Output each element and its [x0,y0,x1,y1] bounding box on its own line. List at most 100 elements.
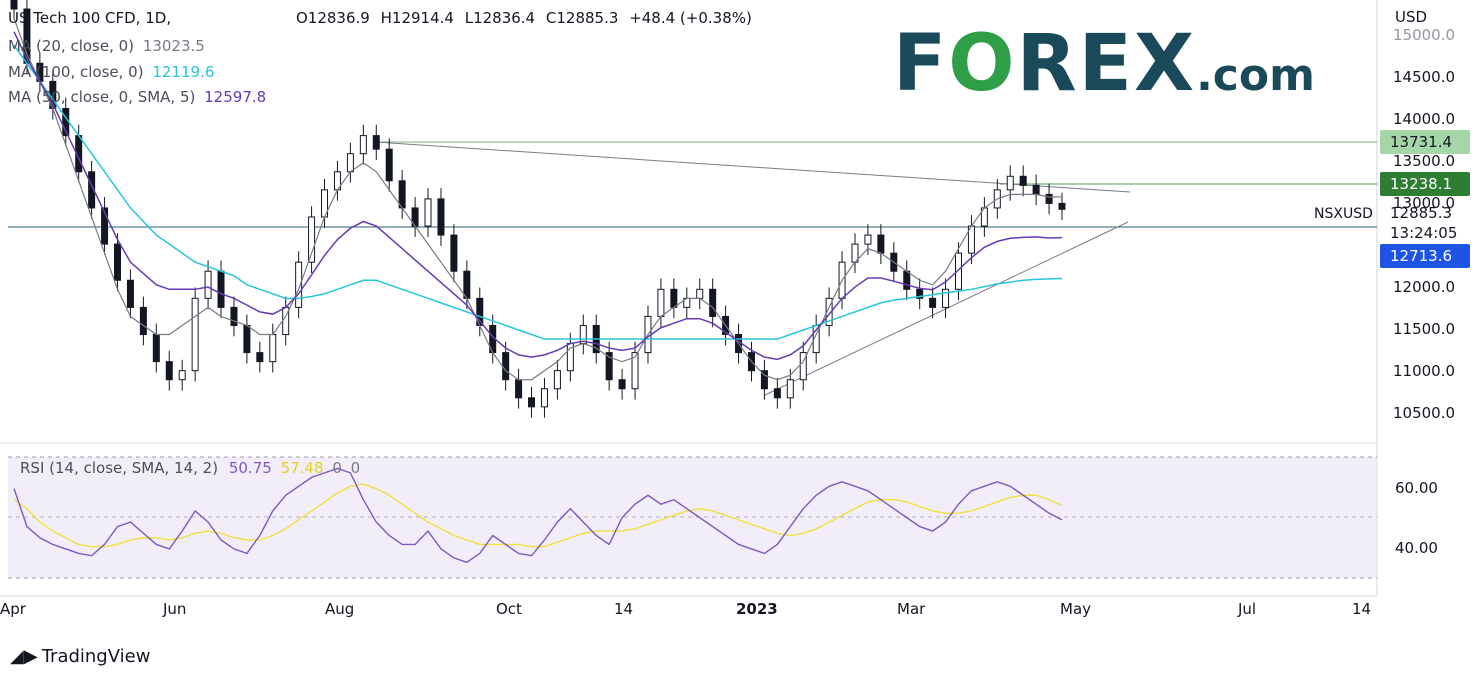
rsi-legend[interactable]: RSI (14, close, SMA, 14, 2) 50.75 57.48 … [20,458,360,478]
indicator-label: MA (100, close, 0) [8,63,144,81]
candle-body [424,198,432,227]
indicator-value: 13023.5 [142,37,205,55]
rsi-sma-value: 57.48 [280,459,324,477]
rsi-line [13,467,1063,564]
candle-body [799,352,807,381]
candle-body [372,135,380,150]
candle-body [88,171,96,209]
price-label: 13731.4 [1390,133,1452,151]
candle-body [178,370,186,381]
ma100-line [13,44,1063,340]
candle-body [269,334,277,363]
high-value: H12914.4 [380,9,454,27]
price-tick-label: 13500.0 [1393,152,1455,170]
logo-rex: REX [1016,19,1197,109]
indicator-label: MA (20, close, 0) [8,37,135,55]
candle-body [437,198,445,236]
open-value: O12836.9 [296,9,370,27]
price-label: 12885.3 [1390,204,1452,222]
candle-body [502,352,510,381]
logo-o: O [948,19,1017,109]
candle-body [101,207,109,245]
candle-body [256,352,264,363]
resistance-trendline [374,141,1131,193]
close-value: C12885.3 [545,9,619,27]
candle-body [126,279,134,308]
time-tick-label: Mar [897,600,926,618]
forex-logo: FOREX.com [893,24,1315,116]
price-tick-label: 11000.0 [1393,362,1455,380]
time-tick-label: Jun [162,600,186,618]
candle-body [114,243,122,281]
symbol-title[interactable]: US Tech 100 CFD, 1D, [8,9,172,27]
time-tick-label: 14 [1352,600,1371,618]
candle-body [385,148,393,182]
candle-body [709,288,717,317]
indicator-value: 12597.8 [204,88,267,106]
price-label-bg [1380,130,1470,154]
price-tick-label: 14500.0 [1393,68,1455,86]
time-tick-label: Oct [496,600,522,618]
candle-body [1006,175,1014,191]
symbol-tag: NSXUSD [1314,206,1373,222]
support-trendline [764,221,1129,396]
tradingview-branding[interactable]: ◢▶ TradingView [10,646,150,667]
rsi-band [8,457,1377,578]
price-label-bg [1380,172,1470,196]
ma20-line [13,17,1063,381]
candle-body [204,270,212,299]
change-value: +48.4 (+0.38%) [629,9,752,27]
price-tick-label: 15000.0 [1393,26,1455,44]
candle-body [139,306,147,336]
rsi-extra-1: 0 [332,459,342,477]
price-tick-label: 13000.0 [1393,194,1455,212]
time-tick-label: Aug [325,600,354,618]
candle-body [864,234,872,245]
candle-body [1032,184,1040,195]
rsi-sma-line [13,483,1063,548]
indicator-value: 12119.6 [152,63,215,81]
candle-body [463,270,471,299]
candle-body [450,234,458,272]
candle-body [217,270,225,308]
candle-body [10,0,18,10]
indicator-ma100[interactable]: MA (100, close, 0) 12119.6 [8,62,214,82]
candle-body [359,135,367,155]
candle-body [942,288,950,308]
candle-body [398,180,406,209]
time-tick-label: Apr [0,600,27,618]
candle-body [605,352,613,381]
candle-body [165,361,173,381]
candle-body [618,379,626,390]
symbol-legend: US Tech 100 CFD, 1D, [8,8,177,28]
candle-body [670,288,678,308]
time-tick-label: Jul [1237,600,1256,618]
time-tick-label: 14 [614,600,633,618]
candle-body [877,234,885,254]
rsi-tick-label: 40.00 [1395,539,1438,557]
candle-body [916,288,924,299]
price-label: 13:24:05 [1390,224,1457,242]
price-tick-label: 12000.0 [1393,278,1455,296]
indicator-label: MA (50, close, 0, SMA, 5) [8,88,196,106]
rsi-extra-2: 0 [350,459,361,477]
currency-label: USD [1395,8,1427,26]
time-tick-label: 2023 [736,600,778,618]
price-tick-label: 11500.0 [1393,320,1455,338]
candle-body [243,324,251,354]
candle-body [540,388,548,408]
price-label: 12713.6 [1390,247,1452,265]
candle-body [631,352,639,390]
indicator-ma20[interactable]: MA (20, close, 0) 13023.5 [8,36,205,56]
candle-body [929,297,937,308]
candle-body [515,379,523,399]
candle-body [696,288,704,299]
logo-f: F [893,19,949,109]
tradingview-label: TradingView [41,646,151,667]
candle-body [295,261,303,308]
candle-body [308,216,316,263]
candle-body [1019,175,1027,186]
candle-body [903,270,911,290]
indicator-ma50[interactable]: MA (50, close, 0, SMA, 5) 12597.8 [8,87,266,107]
